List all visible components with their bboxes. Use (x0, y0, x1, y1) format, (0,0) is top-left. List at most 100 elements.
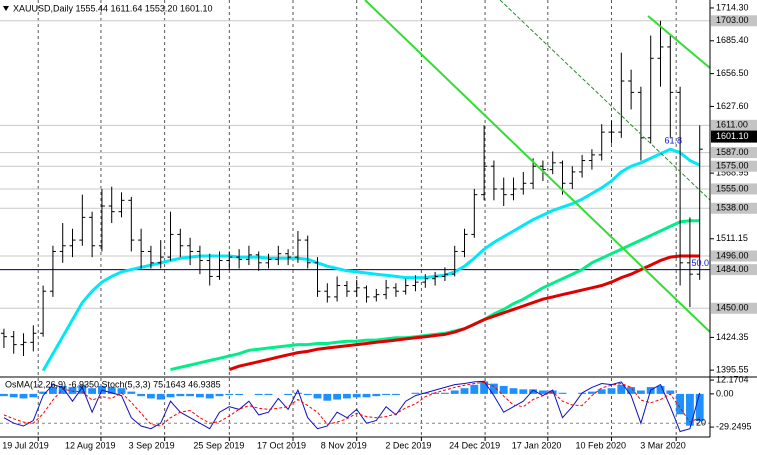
osma-bar (225, 393, 234, 396)
level-label-box (711, 15, 757, 27)
fib-label: 61.8 (664, 135, 682, 145)
osma-bar (627, 387, 636, 394)
osma-bar (362, 393, 371, 398)
level-label: 1555.00 (716, 183, 749, 193)
osma-bar (235, 393, 244, 396)
x-tick-label: 17 Jan 2020 (512, 440, 562, 450)
osma-bar (450, 390, 459, 394)
moving-averages (41, 147, 701, 372)
x-tick-label: 24 Dec 2019 (449, 440, 500, 450)
osma-bar (78, 384, 87, 394)
osma-bar (29, 393, 38, 398)
menu-arrow (3, 6, 9, 11)
x-tick-label: 17 Oct 2019 (257, 440, 306, 450)
level-label: 1496.00 (716, 250, 749, 260)
osma-bar (137, 393, 146, 397)
stochastic-line (3, 380, 701, 433)
osma-bar (666, 390, 675, 394)
osma-bar (68, 387, 77, 394)
osma-bar (509, 388, 518, 394)
level-label: 1450.00 (716, 303, 749, 313)
y-tick-label: 1714.30 (716, 2, 749, 12)
moving-average (228, 254, 700, 372)
osma-bar (323, 393, 332, 401)
fib-label: 50.0 (691, 258, 709, 268)
y2-tick-label: 20 (696, 418, 706, 428)
level-label-box (711, 264, 757, 276)
osma-bar (284, 393, 293, 396)
osma-bar (58, 385, 67, 394)
osma-bar (117, 388, 126, 394)
osma-bar (656, 385, 665, 394)
level-label: 1587.00 (716, 147, 749, 157)
price-bars (0, 20, 703, 356)
x-tick-label: 2 Dec 2019 (385, 440, 431, 450)
x-tick-label: 25 Sep 2019 (193, 440, 244, 450)
y-tick-label: 1424.35 (716, 332, 749, 342)
osma-bar (215, 393, 224, 397)
osma-bar (372, 393, 381, 397)
current-price-label: 1601.10 (716, 131, 749, 141)
chart-title: XAUUSD,Daily 1555.44 1611.64 1553.20 160… (13, 3, 212, 13)
osma-bar (195, 393, 204, 398)
moving-average (41, 147, 701, 372)
channel-line (647, 15, 711, 69)
osma-bar (587, 391, 596, 394)
x-tick-label: 3 Sep 2019 (129, 440, 175, 450)
oscillator-panel (0, 380, 710, 433)
channel-line (364, 0, 711, 333)
osma-bar (597, 389, 606, 394)
level-label: 1538.00 (716, 203, 749, 213)
grid (37, 0, 677, 437)
osma-bar (529, 389, 538, 394)
y-tick-label: 1627.60 (716, 101, 749, 111)
osma-bar (166, 393, 175, 398)
osma-bar (9, 393, 18, 398)
level-label: 1575.00 (716, 161, 749, 171)
osma-bar (313, 393, 322, 399)
osma-bar (333, 393, 342, 400)
level-label-box (711, 183, 757, 195)
osma-bar (342, 393, 351, 399)
osma-bar (303, 393, 312, 396)
level-label: 1484.00 (716, 264, 749, 274)
x-tick-label: 8 Nov 2019 (321, 440, 367, 450)
y-tick-label: 1511.15 (716, 233, 748, 243)
osma-bar (676, 393, 685, 415)
osma-bar (176, 393, 185, 397)
osma-bar (146, 393, 155, 399)
osma-bar (607, 388, 616, 394)
level-label: 1703.00 (716, 15, 749, 25)
osma-bar (0, 393, 8, 397)
oscillator-title: OsMA(12,26,9) -6.9350 Stoch(5,3,3) 75.16… (5, 379, 221, 389)
level-label-box (711, 160, 757, 172)
osma-bar (19, 393, 28, 399)
levels (0, 20, 710, 309)
osma-bar (254, 393, 263, 396)
x-tick-label: 12 Aug 2019 (65, 440, 116, 450)
osma-bar (480, 381, 489, 394)
y-tick-label: 1656.50 (716, 68, 749, 78)
osma-bar (636, 390, 645, 394)
trend-line (499, 0, 711, 201)
osma-bar (382, 393, 391, 396)
osma-bar (460, 388, 469, 394)
osma-bar (48, 387, 57, 394)
osma-bar (538, 390, 547, 394)
osma-bar (39, 391, 48, 394)
osma-bar (489, 383, 498, 394)
osma-bar (352, 393, 361, 398)
osma-bar (617, 384, 626, 394)
y-tick-label: 1568.95 (716, 167, 749, 177)
osma-bar (558, 392, 567, 394)
y-tick-label: 1685.40 (716, 35, 749, 45)
level-label-box (711, 250, 757, 262)
axes (0, 0, 757, 438)
osma-bar (264, 393, 273, 396)
level-label-box (711, 302, 757, 314)
x-tick-label: 10 Feb 2020 (576, 440, 627, 450)
osma-bar (499, 385, 508, 394)
osma-bar (186, 393, 195, 397)
y-tick-label: 1395.55 (716, 365, 749, 375)
